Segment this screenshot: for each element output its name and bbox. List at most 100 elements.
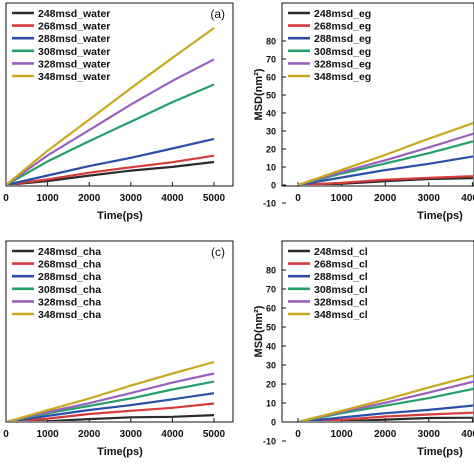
legend-entry: 288msd_eg [314,33,371,45]
x-tick-label: 2000 [78,429,101,440]
series-line-308msd_eg [297,140,473,185]
series-line-248msd_cha [7,414,215,421]
y-tick-label: 20 [266,145,276,155]
x-tick-label: 2000 [374,193,397,204]
x-tick-label: 5000 [203,193,226,204]
panel-label: (c) [211,245,225,259]
x-tick-label: 0 [3,193,9,204]
x-tick-label: 3000 [120,193,143,204]
y-tick-label: 60 [266,304,276,314]
y-tick-label: 40 [266,342,276,352]
x-axis-label: Time(ps) [417,446,463,458]
y-tick-label: 50 [266,91,276,101]
y-tick-label: 50 [266,323,276,333]
series-line-328msd_cha [7,372,215,421]
y-tick-label: -10 [263,199,276,209]
y-tick-label: 20 [266,380,276,390]
series-line-268msd_cha [7,402,215,421]
y-tick-label: 80 [266,37,276,47]
x-tick-label: 1000 [36,429,59,440]
chart-panel-3: 0 1000 2000 3000 4000 5000 Time(ps) (c) 248msd_c… [3,240,234,458]
series-line-248msd_water [7,160,215,185]
legend-entry: 308msd_eg [314,46,371,58]
panel-label: (a) [210,7,225,21]
legend-entry: 308msd_cl [314,284,368,296]
legend-entry: 248msd_eg [314,8,371,20]
series-line-348msd_eg [297,122,473,185]
series-line-328msd_water [7,58,215,185]
x-tick-label: 0 [295,429,301,440]
x-tick-label: 3000 [418,429,441,440]
y-tick-label: 10 [266,163,276,173]
series-line-308msd_cl [297,387,473,421]
legend-entry: 308msd_cha [38,284,101,296]
legend-entry: 308msd_water [38,46,110,58]
series-line-308msd_water [7,83,215,185]
series-line-268msd_water [7,154,215,185]
x-tick-label: 0 [295,193,301,204]
y-tick-label: 0 [271,181,276,191]
plot-frame [5,240,234,423]
y-tick-label: 0 [271,418,276,428]
y-tick-label: 30 [266,361,276,371]
legend-entry: 288msd_water [38,33,110,45]
y-axis-label: MSD(nm²) [253,305,265,357]
y-tick-label: 80 [266,266,276,276]
chart-panel-4: 0 1000 2000 3000 4000 -10 0 10 20 30 40 50 60 70 80 MSD… [253,240,474,458]
plot-frame [281,240,474,423]
chart-panel-2: 0 1000 2000 3000 4000 -10 0 10 20 30 40 50 60 70 80 MSD… [253,2,474,222]
x-tick-label: 4000 [161,193,184,204]
y-tick-label: 40 [266,109,276,119]
x-axis-label: Time(ps) [97,446,143,458]
y-tick-label: 70 [266,55,276,65]
series-line-348msd_cha [7,360,215,421]
legend-entry: 348msd_water [38,71,110,83]
x-tick-label: 2000 [78,193,101,204]
legend-entry: 268msd_cl [314,259,368,271]
legend-entry: 348msd_cl [314,309,368,321]
legend-entry: 268msd_cha [38,259,101,271]
legend-entry: 288msd_cha [38,271,101,283]
y-tick-label: 30 [266,127,276,137]
series-line-288msd_cha [7,392,215,421]
legend-entry: 348msd_cha [38,309,101,321]
legend-entry: 288msd_cl [314,271,368,283]
legend-entry: 348msd_eg [314,71,371,83]
series-line-288msd_eg [297,155,473,185]
plot-frame [5,2,234,187]
x-tick-label: 1000 [330,429,353,440]
x-axis-label: Time(ps) [97,210,143,222]
y-tick-label: 60 [266,73,276,83]
legend-entry: 248msd_water [38,8,110,20]
y-tick-label: 70 [266,285,276,295]
x-tick-label: 4000 [461,429,474,440]
series-line-268msd_cl [297,411,473,421]
series-line-268msd_eg [297,175,473,185]
y-tick-label: -10 [263,437,276,447]
plot-frame [281,2,474,187]
series-line-248msd_cl [297,416,473,421]
x-tick-label: 4000 [461,193,474,204]
legend-entry: 248msd_cl [314,246,368,258]
x-tick-label: 3000 [120,429,143,440]
x-tick-label: 5000 [203,429,226,440]
series-line-288msd_cl [297,404,473,421]
series-line-348msd_water [7,27,215,185]
legend-entry: 328msd_cha [38,296,101,308]
chart-panel-1: 0 1000 2000 3000 4000 5000 Time(ps) (a) 248msd_w… [3,2,234,222]
x-axis-label: Time(ps) [417,210,463,222]
series-line-328msd_eg [297,132,473,185]
legend-entry: 268msd_eg [314,21,371,33]
x-tick-label: 2000 [374,429,397,440]
legend-entry: 328msd_cl [314,296,368,308]
y-tick-label: 10 [266,399,276,409]
series-line-288msd_water [7,137,215,185]
legend-entry: 328msd_eg [314,58,371,70]
x-tick-label: 4000 [161,429,184,440]
legend-entry: 268msd_water [38,21,110,33]
y-axis-label: MSD(nm²) [253,68,265,120]
legend-entry: 328msd_water [38,58,110,70]
legend-entry: 248msd_cha [38,246,101,258]
x-tick-label: 1000 [330,193,353,204]
